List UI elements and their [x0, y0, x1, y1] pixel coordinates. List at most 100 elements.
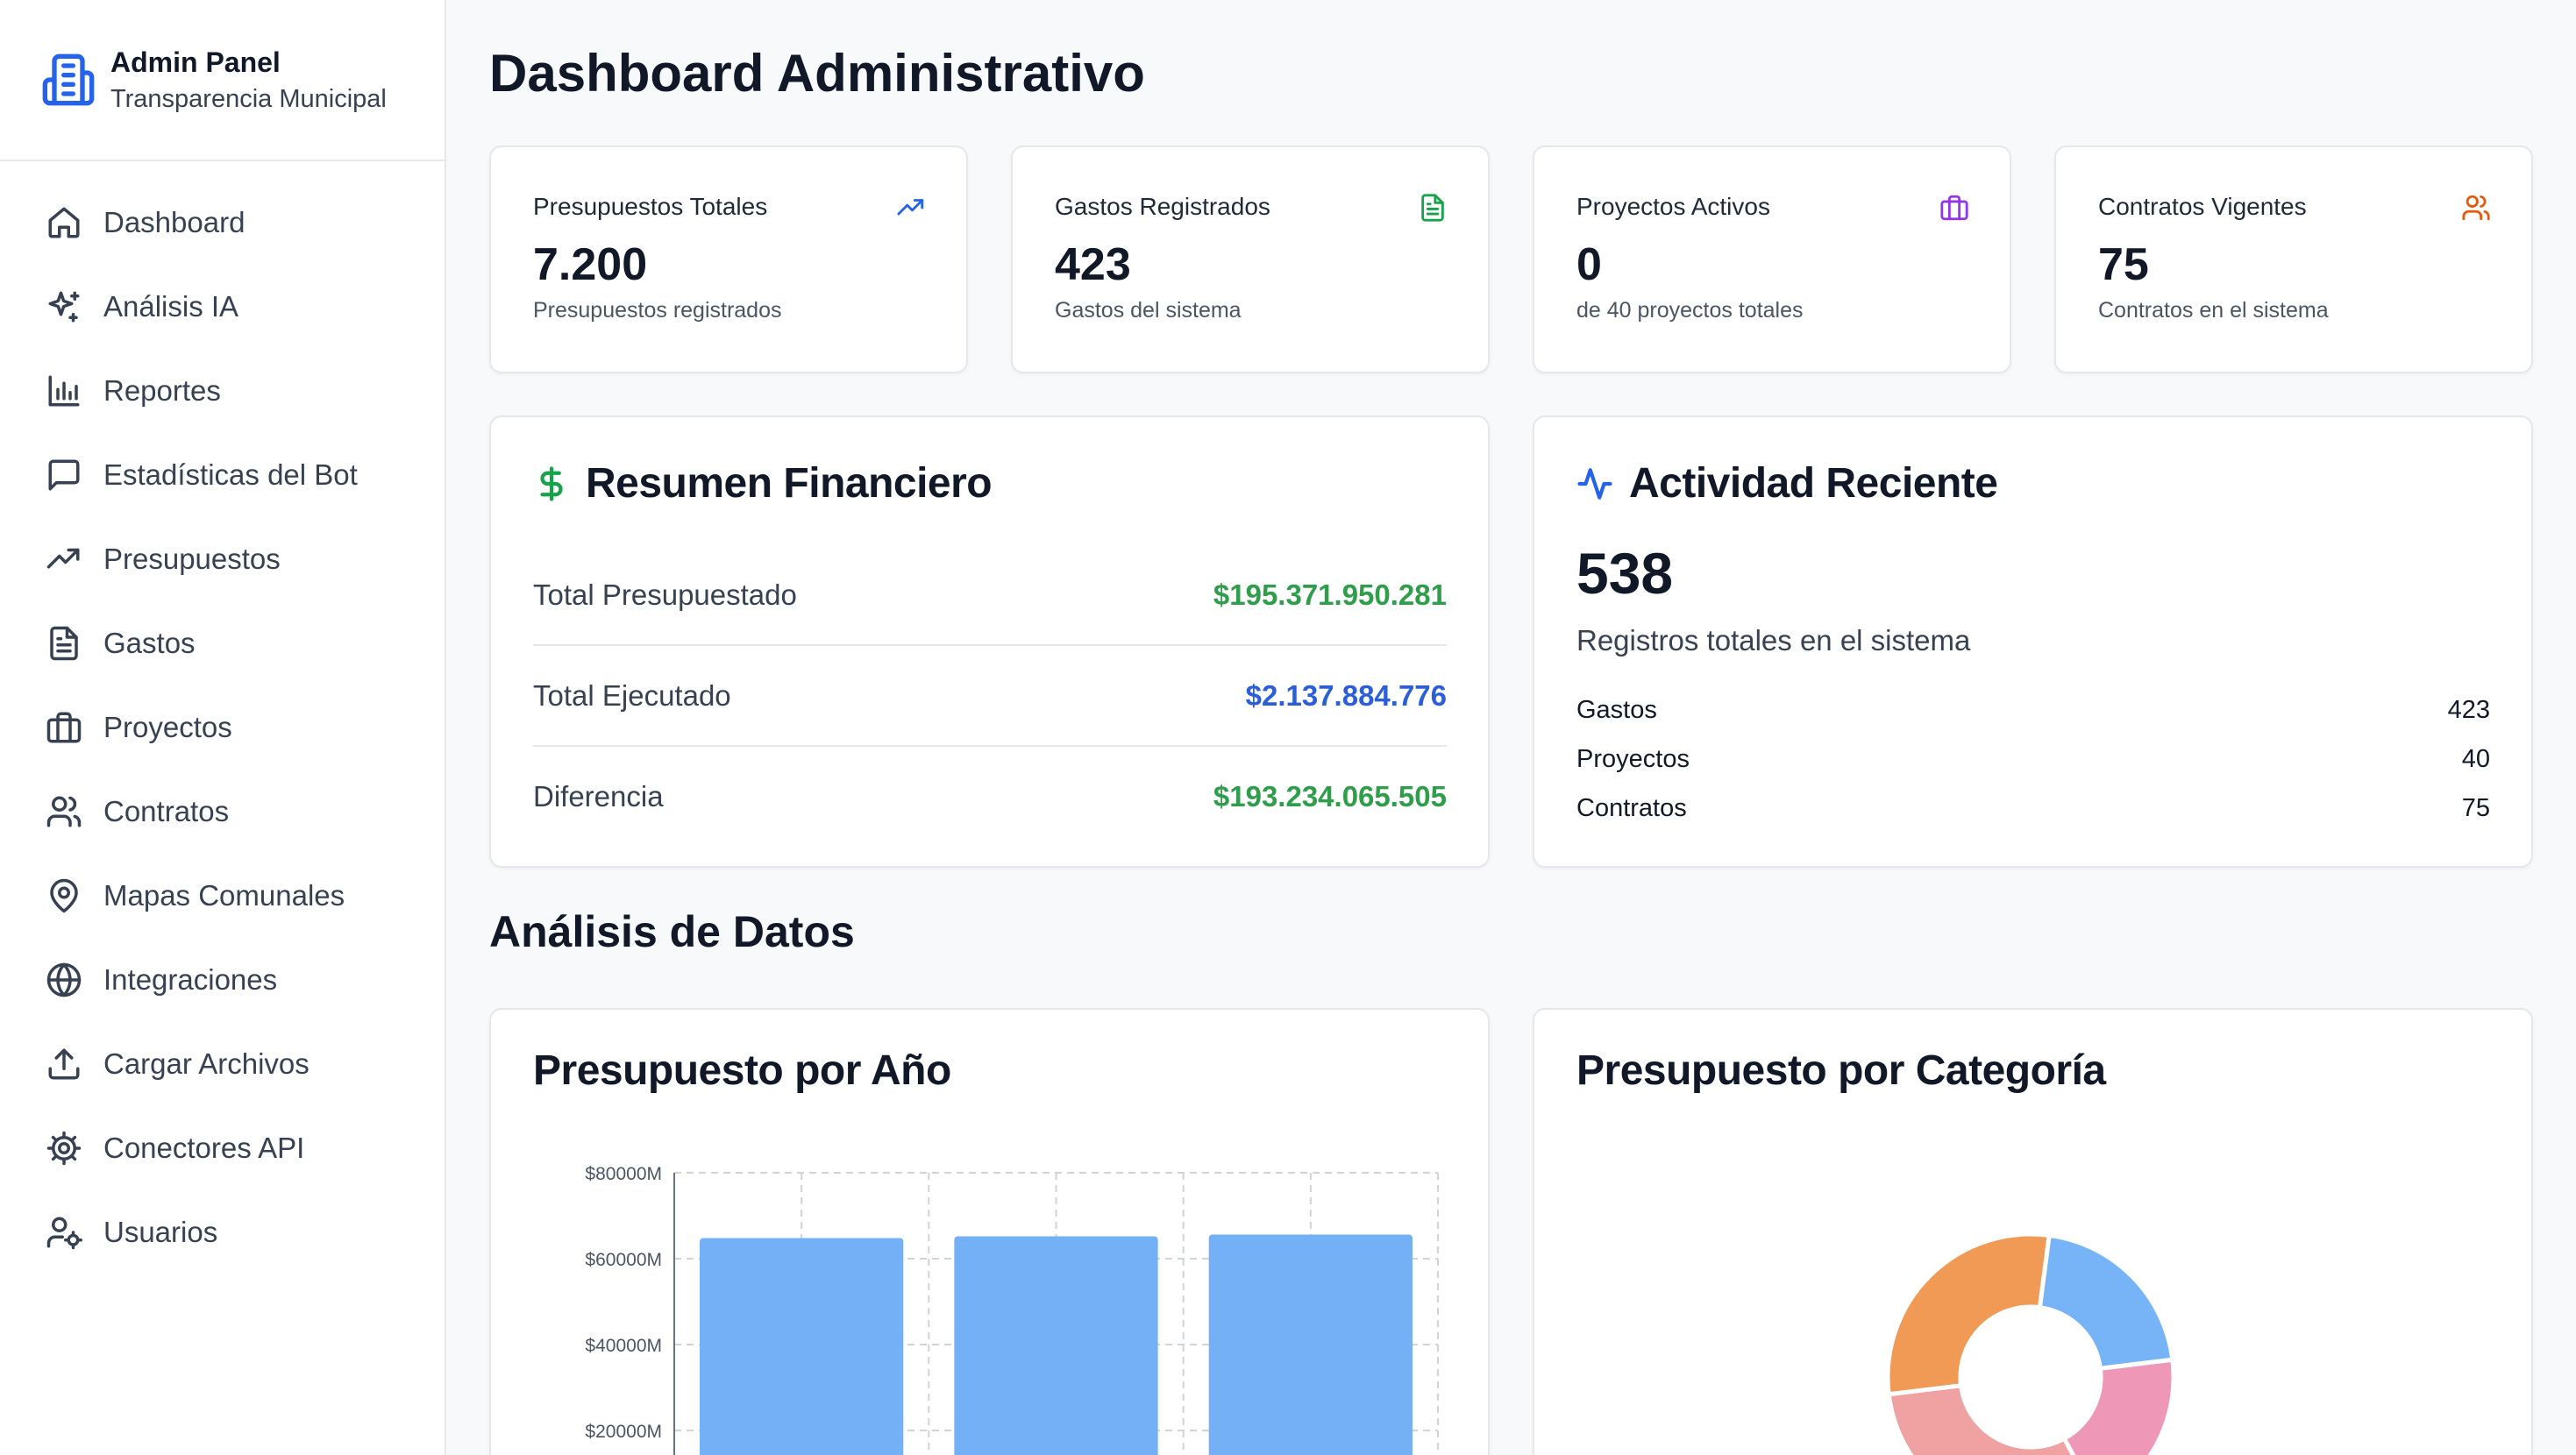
stat-caption: Contratos en el sistema — [2098, 298, 2329, 323]
sidebar-item-label: Usuarios — [103, 1216, 218, 1248]
sidebar-item-dashboard[interactable]: Dashboard — [0, 181, 445, 265]
sidebar-item-mapas-comunales[interactable]: Mapas Comunales — [0, 854, 445, 938]
users-icon — [46, 793, 82, 830]
stat-caption: Presupuestos registrados — [533, 298, 782, 323]
financial-row-label: Total Ejecutado — [533, 679, 731, 712]
sidebar-item-label: Presupuestos — [103, 543, 281, 575]
sidebar-item-conectores-api[interactable]: Conectores API — [0, 1106, 445, 1190]
financial-summary-title: Resumen Financiero — [586, 460, 993, 507]
analysis-section-title: Análisis de Datos — [489, 907, 855, 956]
sidebar-item-reportes[interactable]: Reportes — [0, 349, 445, 433]
sidebar-item-contratos[interactable]: Contratos — [0, 770, 445, 854]
dollar-sign-icon — [533, 465, 570, 502]
briefcase-icon — [1939, 193, 1969, 223]
bar[interactable] — [700, 1238, 904, 1455]
pie-slice[interactable] — [1885, 1231, 2052, 1397]
bar[interactable] — [954, 1236, 1158, 1455]
trending-up-icon — [46, 541, 82, 578]
brand-subtitle: Transparencia Municipal — [110, 85, 387, 113]
y-tick-label: $20000M — [585, 1422, 662, 1442]
trending-up-icon — [896, 193, 926, 223]
home-icon — [46, 204, 82, 241]
sidebar-item-label: Estadísticas del Bot — [103, 458, 358, 491]
bar-chart-icon — [46, 373, 82, 409]
sidebar-item-analisis-ia[interactable]: Análisis IA — [0, 265, 445, 349]
sidebar-item-proyectos[interactable]: Proyectos — [0, 685, 445, 770]
budget-by-year-chart: $20000M $40000M $60000M $80000M — [585, 1164, 1439, 1455]
recent-activity-card: Actividad Reciente 538 Registros totales… — [1533, 415, 2533, 868]
sidebar-item-label: Dashboard — [103, 206, 246, 238]
sidebar-item-label: Reportes — [103, 374, 221, 407]
activity-row: Contratos 75 — [1576, 784, 2490, 833]
total-records-label: Registros totales en el sistema — [1576, 624, 1971, 657]
sidebar-item-estadisticas-bot[interactable]: Estadísticas del Bot — [0, 433, 445, 517]
stat-value: 75 — [2098, 239, 2149, 290]
activity-row-label: Contratos — [1576, 793, 1687, 822]
page-title: Dashboard Administrativo — [489, 44, 1145, 103]
sidebar-item-integraciones[interactable]: Integraciones — [0, 938, 445, 1022]
chart-title: Presupuesto por Categoría — [1576, 1047, 2106, 1094]
sidebar-item-label: Conectores API — [103, 1132, 305, 1164]
stat-label: Presupuestos Totales — [533, 193, 768, 220]
financial-row: Total Ejecutado $2.137.884.776 — [533, 647, 1447, 747]
pie-slice[interactable] — [2060, 1357, 2176, 1455]
activity-row-value: 75 — [2461, 793, 2490, 822]
brand-title: Admin Panel — [110, 46, 281, 78]
building-icon — [40, 52, 96, 108]
sidebar-item-label: Análisis IA — [103, 290, 239, 323]
budget-by-category-card: Presupuesto por Categoría — [1533, 1008, 2533, 1455]
activity-row-value: 423 — [2447, 695, 2490, 724]
stat-card-gastos: Gastos Registrados 423 Gastos del sistem… — [1011, 146, 1490, 373]
map-pin-icon — [46, 877, 82, 914]
y-tick-label: $80000M — [585, 1164, 662, 1184]
sidebar-item-usuarios[interactable]: Usuarios — [0, 1190, 445, 1274]
total-records-value: 538 — [1576, 541, 1674, 606]
financial-row: Total Presupuestado $195.371.950.281 — [533, 546, 1447, 646]
main-content: Dashboard Administrativo Presupuestos To… — [446, 0, 2576, 1455]
sidebar-item-label: Mapas Comunales — [103, 879, 345, 912]
stat-card-contratos: Contratos Vigentes 75 Contratos en el si… — [2054, 146, 2533, 373]
financial-row-value: $193.234.065.505 — [1213, 780, 1447, 813]
brand: Admin Panel Transparencia Municipal — [0, 0, 445, 161]
settings-icon — [46, 1130, 82, 1167]
sidebar-item-cargar-archivos[interactable]: Cargar Archivos — [0, 1022, 445, 1106]
financial-row-label: Diferencia — [533, 780, 664, 813]
stat-card-presupuestos: Presupuestos Totales 7.200 Presupuestos … — [489, 146, 968, 373]
stat-value: 7.200 — [533, 239, 648, 290]
financial-row-value: $2.137.884.776 — [1245, 679, 1447, 712]
briefcase-icon — [46, 709, 82, 746]
sidebar-item-presupuestos[interactable]: Presupuestos — [0, 517, 445, 601]
file-text-icon — [1418, 193, 1448, 223]
stat-label: Gastos Registrados — [1055, 193, 1270, 220]
sidebar-item-label: Proyectos — [103, 711, 232, 743]
stat-label: Proyectos Activos — [1576, 193, 1770, 220]
activity-row: Proyectos 40 — [1576, 735, 2490, 784]
budget-by-year-card: Presupuesto por Año $20000M $40000M $60000… — [489, 1008, 1490, 1455]
financial-row: Diferencia $193.234.065.505 — [533, 747, 1447, 847]
upload-icon — [46, 1046, 82, 1082]
stat-label: Contratos Vigentes — [2098, 193, 2307, 220]
sidebar-item-gastos[interactable]: Gastos — [0, 601, 445, 685]
message-square-icon — [46, 457, 82, 493]
financial-row-label: Total Presupuestado — [533, 578, 797, 611]
sidebar: Admin Panel Transparencia Municipal Dash… — [0, 0, 446, 1455]
activity-row-value: 40 — [2461, 744, 2490, 773]
stat-value: 0 — [1576, 239, 1602, 290]
pie-slice[interactable] — [2037, 1232, 2175, 1372]
activity-row-label: Gastos — [1576, 695, 1657, 724]
sidebar-nav: Dashboard Análisis IA Reportes Estadísti… — [0, 161, 445, 1274]
globe-icon — [46, 962, 82, 998]
users-icon — [2461, 193, 2491, 223]
sidebar-item-label: Cargar Archivos — [103, 1047, 310, 1080]
pie-slice[interactable] — [1886, 1382, 2099, 1455]
sidebar-item-label: Contratos — [103, 795, 230, 827]
activity-row: Gastos 423 — [1576, 685, 2490, 735]
stat-caption: de 40 proyectos totales — [1576, 298, 1804, 323]
financial-row-value: $195.371.950.281 — [1213, 578, 1447, 611]
bar[interactable] — [1208, 1234, 1413, 1455]
y-tick-label: $40000M — [585, 1336, 662, 1356]
budget-by-category-chart — [1885, 1231, 2176, 1455]
sparkles-icon — [46, 288, 82, 325]
recent-activity-title: Actividad Reciente — [1629, 460, 1998, 507]
financial-summary-card: Resumen Financiero Total Presupuestado $… — [489, 415, 1490, 868]
